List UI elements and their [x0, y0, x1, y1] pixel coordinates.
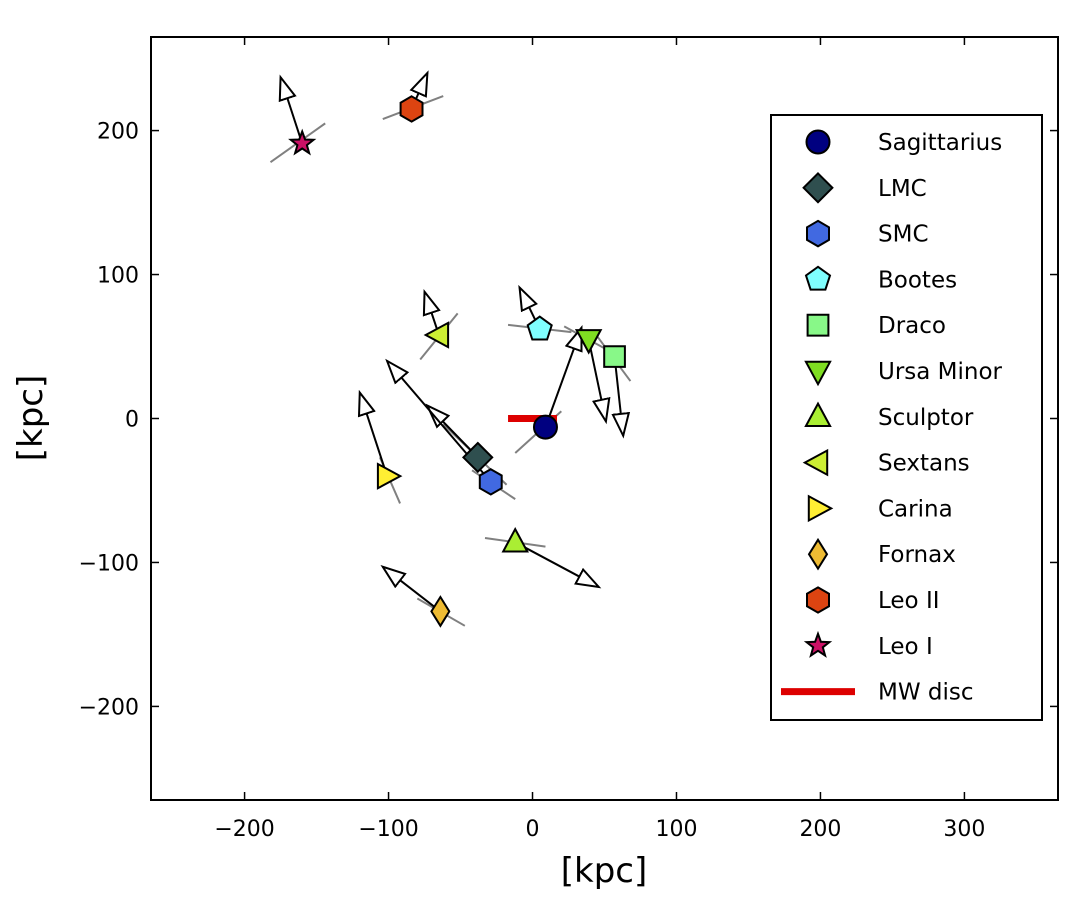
legend-label-leo-ii: Leo II — [878, 588, 940, 614]
marker-carina — [376, 462, 403, 490]
marker-sextans — [423, 321, 450, 349]
marker-sagittarius — [532, 414, 558, 440]
axis-ticks — [151, 37, 1058, 800]
marker-bootes — [526, 315, 553, 341]
marker-ursa-minor — [574, 329, 603, 355]
y-tick-label: 100 — [97, 264, 139, 289]
x-axis-label: [kpc] — [561, 851, 648, 891]
legend-marker-fornax — [807, 537, 829, 571]
velocity-arrow-fornax — [380, 564, 441, 613]
marker-leo-i — [288, 128, 317, 156]
legend-marker-sextans — [802, 448, 829, 477]
y-tick-label: −100 — [79, 551, 139, 576]
y-tick-label: 200 — [97, 120, 139, 145]
y-axis-label: [kpc] — [11, 375, 51, 462]
velocity-arrow-sextans — [422, 289, 441, 336]
plot-frame — [150, 36, 1059, 801]
marker-leo-ii — [399, 95, 424, 123]
legend-marker-carina — [807, 494, 834, 523]
velocity-arrow-leo-i — [278, 74, 304, 144]
legend-label-bootes: Bootes — [878, 267, 957, 293]
velocity-arrows — [278, 70, 631, 613]
x-tick-label: −200 — [214, 817, 274, 842]
legend-label-sextans: Sextans — [878, 451, 970, 477]
marker-fornax — [430, 595, 451, 628]
x-tick-label: −100 — [358, 817, 418, 842]
legend-label-draco: Draco — [878, 313, 946, 339]
legend-label-mw-disc: MW disc — [878, 680, 974, 706]
velocity-arrow-sculptor — [514, 541, 602, 589]
legend-marker-lmc — [802, 171, 834, 204]
legend-label-ursa-minor: Ursa Minor — [878, 359, 1003, 385]
legend-label-lmc: LMC — [878, 176, 927, 202]
velocity-arrow-lmc — [425, 403, 479, 459]
y-tick-label: 0 — [125, 408, 139, 433]
legend-label-carina: Carina — [878, 496, 953, 522]
legend-marker-leo-i — [803, 630, 833, 658]
legend-marker-leo-ii — [806, 586, 830, 614]
marker-sculptor — [501, 526, 529, 553]
velocity-arrow-ursa-minor — [587, 339, 611, 425]
satellite-markers — [288, 95, 626, 628]
axis-tick-labels: −200 −100 0 100 200 300 −200 −100 0 100 200 — [79, 120, 986, 842]
legend-label-leo-i: Leo I — [878, 634, 933, 660]
x-tick-label: 300 — [943, 817, 985, 842]
marker-smc — [478, 468, 503, 496]
legend-marker-bootes — [804, 265, 832, 291]
legend-marker-draco — [806, 313, 830, 337]
legend-label-smc: SMC — [878, 222, 929, 248]
legend-label-sculptor: Sculptor — [878, 405, 974, 431]
marker-lmc — [461, 441, 494, 474]
legend-marker-sculptor — [804, 401, 832, 427]
velocity-arrow-draco — [611, 356, 631, 439]
legend-label-sagittarius: Sagittarius — [878, 130, 1002, 156]
legend-marker-ursa-minor — [804, 360, 832, 387]
y-tick-label: −200 — [79, 695, 139, 720]
legend-marker-sagittarius — [805, 129, 831, 155]
legend: Sagittarius LMC SMC Bootes Draco Ursa Minor Sc… — [770, 114, 1043, 721]
velocity-arrow-sagittarius — [544, 325, 583, 428]
legend-marker-smc — [806, 219, 830, 248]
velocity-arrow-carina — [357, 389, 389, 477]
x-tick-label: 100 — [655, 817, 697, 842]
x-tick-label: 200 — [799, 817, 841, 842]
x-tick-label: 0 — [526, 817, 540, 842]
legend-label-fornax: Fornax — [878, 542, 956, 568]
marker-draco — [603, 345, 626, 368]
